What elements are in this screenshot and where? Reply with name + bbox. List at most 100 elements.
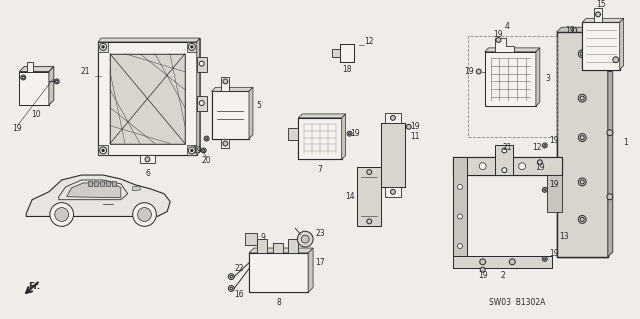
Text: 19: 19: [493, 30, 503, 39]
Polygon shape: [547, 175, 561, 211]
Bar: [187, 42, 196, 52]
Circle shape: [479, 163, 486, 170]
Circle shape: [102, 46, 104, 48]
Polygon shape: [358, 167, 381, 226]
Bar: [468, 36, 557, 137]
Circle shape: [367, 219, 372, 224]
Polygon shape: [101, 38, 200, 152]
Polygon shape: [132, 186, 141, 191]
Circle shape: [544, 189, 546, 191]
Bar: [582, 22, 620, 70]
Circle shape: [203, 149, 205, 152]
Text: 12: 12: [365, 37, 374, 47]
Circle shape: [480, 267, 485, 272]
Bar: [484, 52, 536, 106]
Polygon shape: [221, 78, 229, 91]
Circle shape: [476, 69, 481, 74]
Circle shape: [204, 136, 209, 141]
Polygon shape: [49, 67, 54, 105]
Polygon shape: [332, 49, 340, 57]
Polygon shape: [249, 253, 308, 293]
Circle shape: [579, 215, 586, 223]
Polygon shape: [536, 48, 540, 106]
Polygon shape: [385, 187, 401, 197]
Polygon shape: [298, 114, 346, 118]
Circle shape: [579, 50, 586, 58]
Text: 2: 2: [500, 271, 505, 280]
Polygon shape: [221, 138, 229, 148]
Circle shape: [100, 147, 106, 154]
Text: 19: 19: [566, 26, 575, 35]
Text: 20: 20: [202, 156, 211, 165]
Bar: [112, 181, 116, 186]
Text: 18: 18: [342, 65, 351, 74]
Polygon shape: [19, 67, 54, 71]
Text: 3: 3: [545, 74, 550, 83]
Bar: [453, 157, 561, 175]
Polygon shape: [385, 113, 401, 123]
Polygon shape: [196, 57, 207, 71]
Polygon shape: [557, 32, 608, 257]
Bar: [212, 91, 249, 138]
Circle shape: [607, 194, 613, 200]
Circle shape: [228, 286, 234, 291]
Text: 19: 19: [549, 136, 559, 145]
Circle shape: [579, 178, 586, 186]
Circle shape: [228, 274, 234, 279]
Circle shape: [502, 168, 507, 173]
Bar: [340, 44, 353, 62]
Polygon shape: [340, 44, 353, 62]
Circle shape: [205, 137, 207, 140]
Bar: [381, 123, 404, 187]
Text: 12: 12: [532, 143, 541, 152]
Circle shape: [502, 148, 507, 153]
Bar: [98, 42, 108, 52]
Circle shape: [56, 80, 58, 83]
Circle shape: [579, 134, 586, 142]
Text: 6: 6: [145, 168, 150, 178]
Circle shape: [199, 61, 204, 66]
Polygon shape: [608, 27, 613, 257]
Circle shape: [55, 208, 68, 221]
Bar: [453, 157, 467, 266]
Text: 7: 7: [317, 165, 323, 174]
Circle shape: [544, 258, 546, 260]
Bar: [98, 145, 108, 155]
Polygon shape: [582, 18, 623, 22]
Circle shape: [188, 147, 195, 154]
Circle shape: [406, 124, 411, 129]
Circle shape: [542, 143, 547, 148]
Bar: [98, 42, 196, 155]
Circle shape: [538, 160, 542, 165]
Polygon shape: [453, 157, 561, 175]
Text: 4: 4: [505, 22, 509, 31]
Circle shape: [607, 130, 613, 136]
Circle shape: [580, 180, 584, 184]
Circle shape: [54, 79, 60, 84]
Text: 19: 19: [478, 271, 488, 280]
Circle shape: [596, 12, 600, 17]
Polygon shape: [196, 38, 200, 155]
Circle shape: [390, 189, 396, 194]
Text: 19: 19: [464, 67, 474, 76]
Polygon shape: [453, 157, 467, 266]
Circle shape: [201, 148, 206, 153]
Circle shape: [458, 184, 463, 189]
Text: 22: 22: [234, 264, 244, 273]
Polygon shape: [298, 118, 342, 159]
Text: 13: 13: [559, 232, 568, 241]
Bar: [106, 181, 110, 186]
Text: 1: 1: [623, 138, 628, 147]
Circle shape: [22, 76, 24, 79]
Bar: [100, 181, 104, 186]
Text: Fr.: Fr.: [28, 282, 40, 291]
Polygon shape: [245, 233, 257, 245]
Polygon shape: [212, 91, 249, 138]
Bar: [453, 256, 552, 268]
Polygon shape: [620, 18, 623, 70]
Circle shape: [518, 163, 525, 170]
Bar: [557, 32, 608, 257]
Circle shape: [347, 131, 352, 136]
Bar: [249, 253, 308, 293]
Circle shape: [544, 145, 546, 146]
